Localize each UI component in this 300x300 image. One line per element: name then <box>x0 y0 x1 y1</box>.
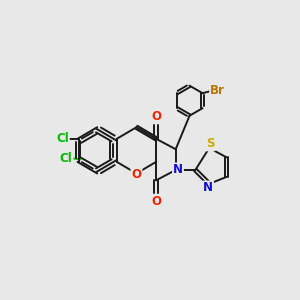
Text: S: S <box>206 137 214 150</box>
Text: Cl: Cl <box>56 132 69 145</box>
Text: N: N <box>203 182 213 194</box>
Text: O: O <box>131 168 141 181</box>
Text: O: O <box>151 110 161 123</box>
Text: Cl: Cl <box>60 152 72 165</box>
Text: N: N <box>173 164 183 176</box>
Text: Br: Br <box>210 84 225 97</box>
Text: O: O <box>151 195 161 208</box>
